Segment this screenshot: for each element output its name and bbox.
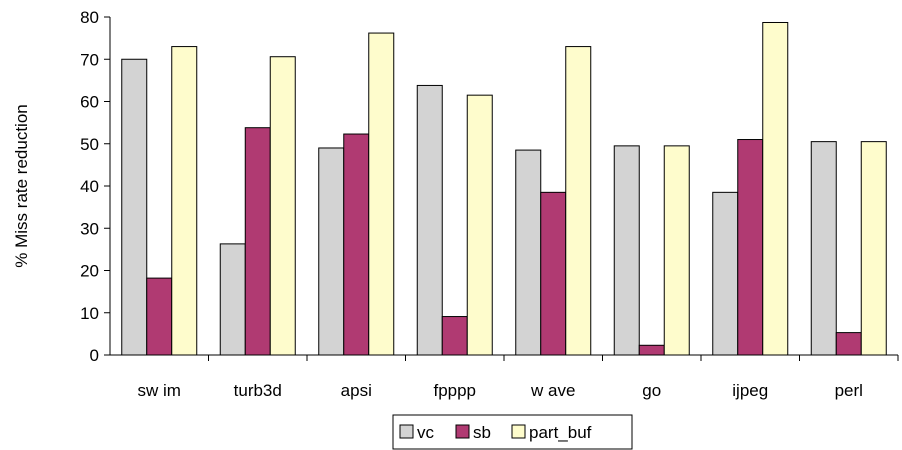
y-axis-ticks: 0 10 20 30 40 50 60 70 80 — [80, 8, 110, 365]
legend-swatch-vc — [399, 424, 414, 439]
bar-sb — [540, 191, 567, 356]
bar-vc — [416, 84, 443, 356]
bar-part_buf — [368, 32, 395, 356]
y-tick-label: 70 — [80, 50, 99, 69]
y-tick-label: 30 — [80, 219, 99, 238]
bar-vc — [219, 243, 246, 356]
bar-vc — [318, 147, 345, 356]
y-tick-label: 60 — [80, 93, 99, 112]
bar-part_buf — [762, 21, 789, 356]
y-tick-label: 50 — [80, 135, 99, 154]
x-tick-label: sw im — [138, 381, 181, 400]
bar-vc — [712, 191, 739, 356]
bar-vc — [515, 149, 542, 356]
y-tick-label: 40 — [80, 177, 99, 196]
bar-part_buf — [860, 141, 887, 356]
legend-label-sb: sb — [473, 423, 491, 442]
y-axis-label: % Miss rate reduction — [12, 104, 31, 267]
bar-part_buf — [171, 46, 198, 356]
legend: vc sb part_buf — [392, 414, 633, 450]
bar-part_buf — [663, 145, 690, 356]
x-tick-label: turb3d — [234, 381, 282, 400]
x-tick-label: ijpeg — [732, 381, 768, 400]
legend-swatch-sb — [455, 424, 470, 439]
bar-part_buf — [565, 46, 592, 356]
bar-sb — [146, 277, 173, 356]
bar-sb — [441, 316, 468, 356]
bars — [121, 21, 887, 356]
x-tick-label: apsi — [341, 381, 372, 400]
x-tick-label: w ave — [530, 381, 575, 400]
y-tick-label: 0 — [90, 346, 99, 365]
bar-vc — [121, 58, 148, 356]
y-tick-label: 20 — [80, 262, 99, 281]
y-tick-label: 10 — [80, 304, 99, 323]
x-tick-label: fpppp — [433, 381, 476, 400]
bar-sb — [737, 139, 764, 356]
bar-sb — [638, 344, 665, 356]
x-tick-label: perl — [835, 381, 863, 400]
bar-part_buf — [269, 56, 296, 356]
legend-label-part_buf: part_buf — [529, 423, 592, 442]
bar-sb — [343, 133, 370, 356]
legend-swatch-part_buf — [511, 424, 526, 439]
x-tick-label: go — [642, 381, 661, 400]
bar-vc — [810, 141, 837, 356]
bar-sb — [244, 127, 271, 356]
x-axis-ticks: sw im turb3d apsi fpppp w ave go ijpeg perl — [138, 355, 899, 400]
bar-part_buf — [466, 94, 493, 356]
legend-label-vc: vc — [417, 423, 435, 442]
y-tick-label: 80 — [80, 8, 99, 27]
bar-vc — [613, 145, 640, 356]
bar-sb — [835, 332, 862, 356]
